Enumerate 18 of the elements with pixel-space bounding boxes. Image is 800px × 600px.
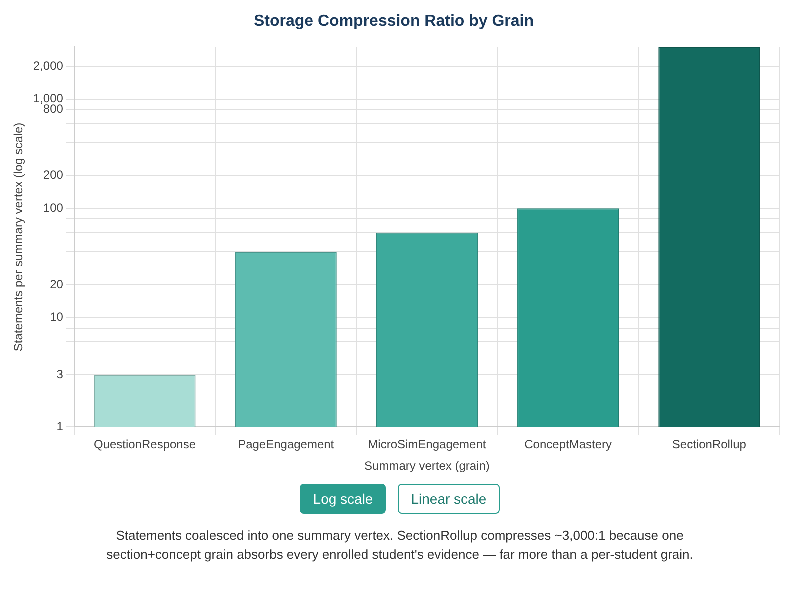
y-tick-label: 1: [56, 420, 64, 434]
text: Linear scale: [398, 484, 500, 514]
text: Log scale: [300, 484, 386, 514]
x-tick-label: PageEngagement: [238, 438, 335, 452]
x-tick-label: ConceptMastery: [524, 438, 612, 452]
y-tick-label: 3: [56, 367, 64, 382]
text: Statements coalesced into one summary vertex. SectionRollup compresses ~3,000:1 because one section+concept grain absorbs every enrolled student's evidence — far more than a per-student grain.: [106, 527, 694, 564]
y-axis-title: Statements per summary vertex (log scale): [12, 122, 26, 352]
y-tick-label: 10: [50, 310, 64, 324]
x-tick-label: SectionRollup: [672, 438, 747, 452]
x-tick-label: QuestionResponse: [94, 438, 196, 452]
y-tick-label: 2,000: [33, 58, 64, 73]
x-axis-title: Summary vertex (grain): [364, 459, 490, 474]
y-tick-label: 100: [43, 200, 64, 215]
y-tick-label: 200: [43, 168, 64, 182]
x-tick-label: MicroSimEngagement: [368, 438, 487, 452]
chart-title: Storage Compression Ratio by Grain: [254, 13, 534, 30]
y-tick-label: 20: [50, 277, 64, 292]
